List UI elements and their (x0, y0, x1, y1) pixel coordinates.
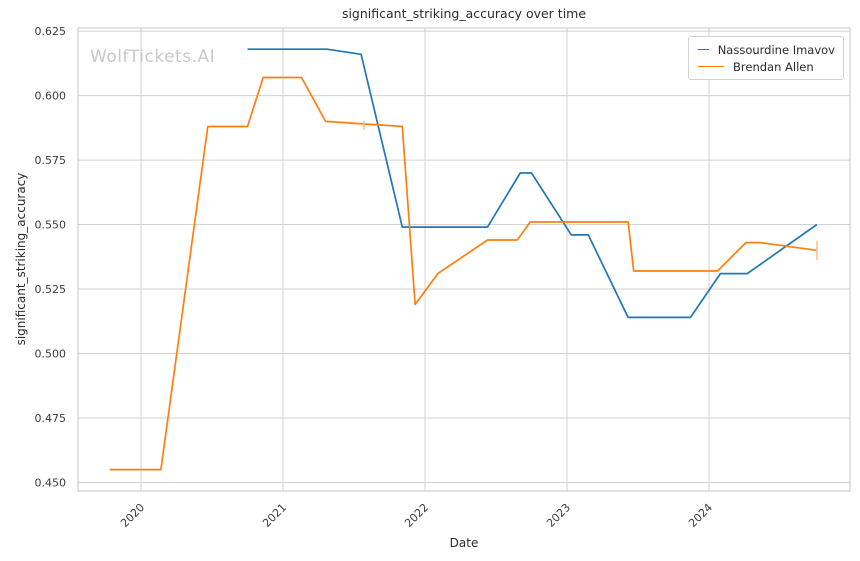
y-tick-label: 0.450 (35, 476, 67, 489)
legend-label-nassourdine-imavov: Nassourdine Imavov (717, 42, 835, 57)
x-tick-label: 2020 (118, 501, 147, 530)
chart-title: significant_striking_accuracy over time (341, 6, 587, 21)
x-tick-label: 2021 (260, 501, 289, 530)
y-tick-label: 0.625 (35, 25, 67, 38)
y-tick-label: 0.575 (35, 154, 67, 167)
legend-label-brendan-allen: Brendan Allen (733, 59, 814, 74)
y-axis-label: significant_striking_accuracy (14, 172, 28, 346)
y-tick-label: 0.525 (35, 283, 67, 296)
x-axis-label: Date (449, 536, 479, 550)
legend-swatch-nassourdine-imavov (698, 49, 709, 50)
legend-swatch-brendan-allen (698, 66, 724, 67)
legend-item-nassourdine-imavov: Nassourdine Imavov (698, 41, 835, 58)
x-tick-label: 2022 (402, 501, 431, 530)
legend-item-brendan-allen: Brendan Allen (698, 58, 835, 75)
grid-lines (78, 28, 850, 491)
series-line-brendan-allen (109, 76, 818, 471)
x-tick-label: 2024 (686, 501, 715, 530)
y-tick-label: 0.600 (35, 90, 67, 103)
x-tick-label: 2023 (544, 501, 573, 530)
legend: Nassourdine Imavov Brendan Allen (688, 36, 844, 80)
y-tick-labels: 0.450 0.475 0.500 0.525 0.550 0.575 0.600 0.625 (35, 25, 67, 489)
y-tick-label: 0.550 (35, 219, 67, 232)
x-tick-labels: 2020 2021 2022 2023 2024 (118, 501, 715, 530)
y-tick-label: 0.500 (35, 348, 67, 361)
plot-border (77, 27, 851, 492)
y-tick-label: 0.475 (35, 412, 67, 425)
watermark: WolfTickets.AI (90, 47, 216, 67)
series-line-nassourdine-imavov (247, 48, 818, 319)
